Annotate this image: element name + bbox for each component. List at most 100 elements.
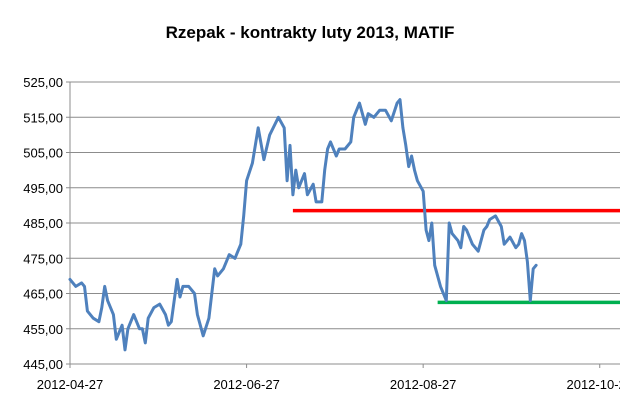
data-point <box>193 292 196 295</box>
data-point <box>263 158 265 161</box>
data-point <box>384 109 387 112</box>
data-point <box>529 299 532 302</box>
data-point <box>228 253 231 256</box>
y-tick-label: 505,00 <box>23 146 63 161</box>
y-tick-label: 525,00 <box>23 75 63 90</box>
x-tick-label: 2012-04-27 <box>37 377 104 392</box>
data-point <box>323 169 326 172</box>
data-point <box>364 123 367 126</box>
data-point <box>457 239 459 242</box>
data-point <box>170 320 173 323</box>
data-point <box>289 144 291 147</box>
data-point <box>202 334 205 337</box>
data-point <box>196 313 199 316</box>
y-tick-label: 445,00 <box>23 357 63 372</box>
x-tick-label: 2012-08-27 <box>390 377 457 392</box>
data-point <box>344 148 346 150</box>
data-point <box>488 218 491 221</box>
x-tick-label: 2012-06-27 <box>213 377 280 392</box>
chart-title: Rzepak - kontrakty luty 2013, MATIF <box>166 23 455 42</box>
data-point <box>234 257 236 260</box>
data-point <box>451 232 453 235</box>
data-point <box>245 179 248 182</box>
data-point <box>124 349 126 351</box>
data-point <box>514 246 517 249</box>
y-tick-label: 475,00 <box>23 251 63 266</box>
data-point <box>286 179 288 182</box>
data-point <box>112 313 115 316</box>
data-point <box>300 179 303 182</box>
data-point <box>213 267 216 270</box>
y-tick-label: 465,00 <box>23 287 63 302</box>
data-point <box>485 225 488 228</box>
data-point <box>399 98 401 101</box>
data-point <box>179 296 181 298</box>
data-point <box>144 342 147 344</box>
data-point <box>164 313 167 316</box>
data-point <box>477 250 480 253</box>
data-point <box>216 275 219 277</box>
series-layer <box>68 98 538 352</box>
data-point <box>422 190 425 193</box>
data-point <box>425 229 427 232</box>
data-point <box>100 306 103 309</box>
data-point <box>329 141 332 143</box>
data-point <box>349 141 352 143</box>
data-point <box>459 246 462 249</box>
data-point <box>297 186 300 189</box>
data-point <box>396 102 398 104</box>
data-point <box>147 317 150 320</box>
reference-lines <box>292 208 620 305</box>
data-point <box>277 116 280 119</box>
data-point <box>98 320 100 323</box>
data-point <box>500 225 503 228</box>
data-point <box>326 148 329 150</box>
data-point <box>445 299 448 302</box>
data-point <box>242 215 245 217</box>
data-point <box>433 264 436 267</box>
data-point <box>303 172 306 175</box>
series-line <box>68 98 538 352</box>
data-point <box>407 165 410 168</box>
data-point <box>294 169 297 172</box>
data-point <box>358 102 361 104</box>
data-point <box>74 285 77 288</box>
data-point <box>471 243 474 246</box>
data-point <box>283 126 286 129</box>
data-point <box>526 260 529 263</box>
data-point <box>141 327 144 330</box>
data-point <box>523 239 526 242</box>
data-point <box>132 313 135 316</box>
y-tick-label: 495,00 <box>23 181 63 196</box>
data-point <box>462 225 465 228</box>
data-point <box>430 222 433 224</box>
data-point <box>158 303 161 305</box>
data-point <box>187 285 190 288</box>
data-point <box>448 222 451 224</box>
data-point <box>176 278 179 281</box>
data-point <box>335 155 338 157</box>
data-point <box>103 285 106 288</box>
x-tick-labels: 2012-04-27 2012-06-27 2012-08-27 2012-10-27 <box>37 364 620 392</box>
data-point <box>306 193 309 196</box>
data-point <box>80 282 83 284</box>
data-point <box>494 215 497 217</box>
data-point <box>373 116 375 119</box>
y-tick-label: 455,00 <box>23 322 63 337</box>
y-tick-label: 515,00 <box>23 110 63 125</box>
data-point <box>268 134 271 136</box>
data-point <box>465 229 468 232</box>
data-point <box>416 179 419 182</box>
data-point <box>532 267 535 270</box>
data-point <box>251 162 254 165</box>
data-point <box>404 144 407 147</box>
data-point <box>83 285 86 288</box>
x-tick-label: 2012-10-27 <box>566 377 620 392</box>
data-point <box>222 267 225 270</box>
data-point <box>439 285 442 288</box>
data-point <box>320 201 323 203</box>
data-point <box>225 260 228 263</box>
data-point <box>361 112 364 115</box>
grid-lines <box>70 81 620 330</box>
